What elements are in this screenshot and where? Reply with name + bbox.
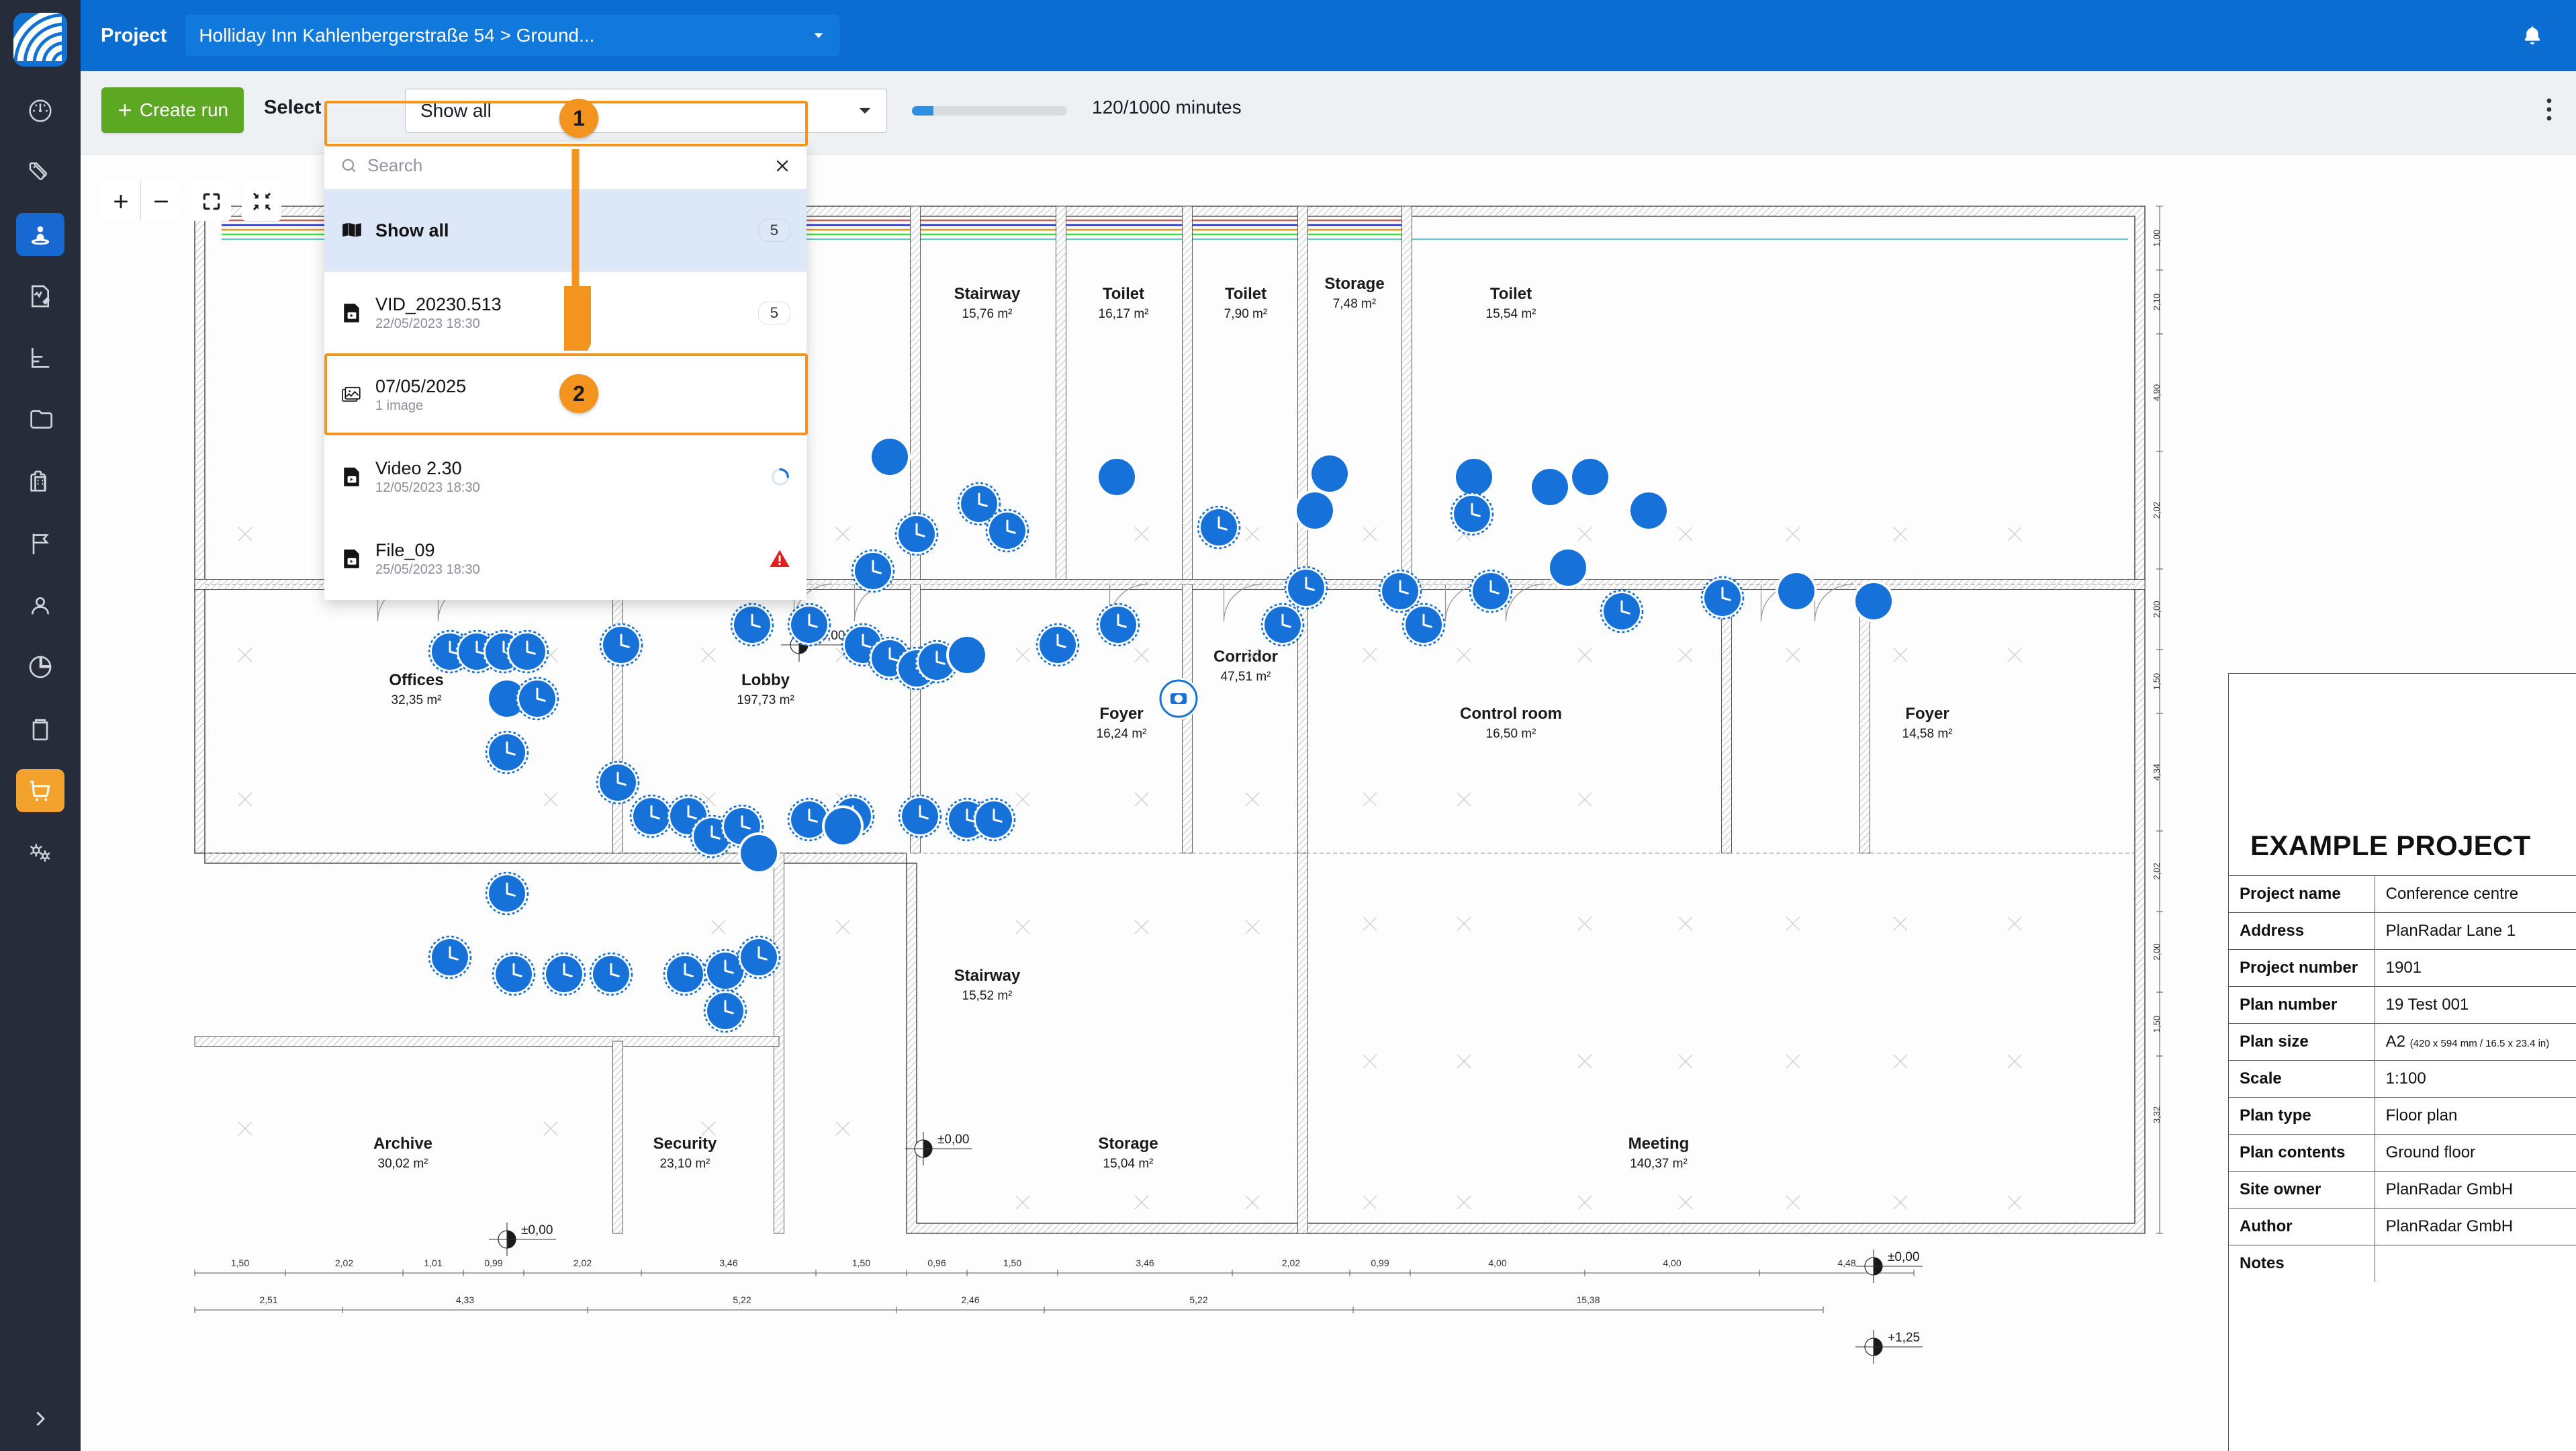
svg-text:1,50: 1,50 [2152,673,2162,690]
svg-text:Corridor: Corridor [1213,648,1278,666]
svg-text:1,50: 1,50 [2152,1016,2162,1032]
svg-text:2,00: 2,00 [2152,943,2162,960]
svg-text:Toilet: Toilet [1225,285,1267,303]
svg-text:Stairway: Stairway [954,285,1021,303]
svg-text:Foyer: Foyer [1905,705,1949,723]
svg-text:14,58 m²: 14,58 m² [1902,727,1953,741]
svg-text:Offices: Offices [389,671,443,689]
svg-text:15,38: 15,38 [1576,1294,1600,1305]
svg-text:7,90 m²: 7,90 m² [1224,307,1267,321]
svg-text:2,51: 2,51 [259,1294,277,1305]
svg-text:5,22: 5,22 [1189,1294,1207,1305]
svg-text:15,76 m²: 15,76 m² [962,307,1013,321]
svg-text:1,50: 1,50 [1003,1258,1021,1268]
svg-text:Storage: Storage [1098,1135,1158,1153]
svg-text:Toilet: Toilet [1490,285,1532,303]
svg-text:2,10: 2,10 [2152,294,2162,310]
svg-text:Toilet: Toilet [1103,285,1144,303]
svg-text:5,22: 5,22 [733,1294,751,1305]
svg-text:+1,25: +1,25 [1888,1331,1920,1345]
svg-text:15,52 m²: 15,52 m² [962,989,1013,1003]
svg-text:Lobby: Lobby [741,671,790,689]
svg-text:30,02 m²: 30,02 m² [378,1157,428,1171]
svg-text:16,50 m²: 16,50 m² [1486,727,1536,741]
svg-text:7,48 m²: 7,48 m² [1333,297,1376,311]
svg-text:1,00: 1,00 [2152,230,2162,247]
svg-text:4,33: 4,33 [456,1294,474,1305]
svg-text:47,51 m²: 47,51 m² [1221,670,1271,684]
svg-text:2,02: 2,02 [1282,1258,1300,1268]
svg-text:±0,00: ±0,00 [521,1223,553,1237]
svg-text:Archive: Archive [373,1135,432,1153]
svg-text:4,00: 4,00 [1663,1258,1681,1268]
svg-text:Foyer: Foyer [1099,705,1143,723]
svg-text:2,02: 2,02 [573,1258,592,1268]
svg-text:±0,00: ±0,00 [1888,1250,1919,1264]
svg-text:Stairway: Stairway [954,967,1021,985]
svg-text:4,48: 4,48 [1837,1258,1855,1268]
svg-text:4,34: 4,34 [2152,764,2162,781]
svg-text:0,99: 0,99 [484,1258,502,1268]
svg-text:16,17 m²: 16,17 m² [1099,307,1149,321]
svg-text:16,24 m²: 16,24 m² [1097,727,1147,741]
svg-text:197,73 m²: 197,73 m² [737,693,794,707]
svg-text:3,32: 3,32 [2152,1106,2162,1123]
svg-text:15,54 m²: 15,54 m² [1486,307,1536,321]
svg-text:3,46: 3,46 [1136,1258,1154,1268]
svg-text:2,00: 2,00 [2152,601,2162,617]
svg-text:0,96: 0,96 [927,1258,946,1268]
svg-text:Storage: Storage [1324,275,1384,293]
svg-text:0,99: 0,99 [1371,1258,1389,1268]
svg-text:140,37 m²: 140,37 m² [1630,1157,1688,1171]
svg-text:23,10 m²: 23,10 m² [660,1157,710,1171]
svg-text:4,90: 4,90 [2152,384,2162,401]
svg-text:Meeting: Meeting [1628,1135,1690,1153]
svg-text:15,04 m²: 15,04 m² [1103,1157,1154,1171]
svg-text:1,50: 1,50 [852,1258,870,1268]
svg-text:Security: Security [653,1135,717,1153]
svg-text:Control room: Control room [1460,705,1562,723]
svg-text:2,02: 2,02 [2152,502,2162,519]
svg-text:2,46: 2,46 [961,1294,979,1305]
svg-text:32,35 m²: 32,35 m² [392,693,442,707]
svg-text:2,02: 2,02 [2152,863,2162,879]
svg-text:3,46: 3,46 [719,1258,737,1268]
svg-text:4,00: 4,00 [1488,1258,1506,1268]
svg-text:±0,00: ±0,00 [937,1133,969,1147]
svg-text:1,01: 1,01 [424,1258,442,1268]
svg-text:2,02: 2,02 [335,1258,353,1268]
svg-text:1,50: 1,50 [231,1258,249,1268]
